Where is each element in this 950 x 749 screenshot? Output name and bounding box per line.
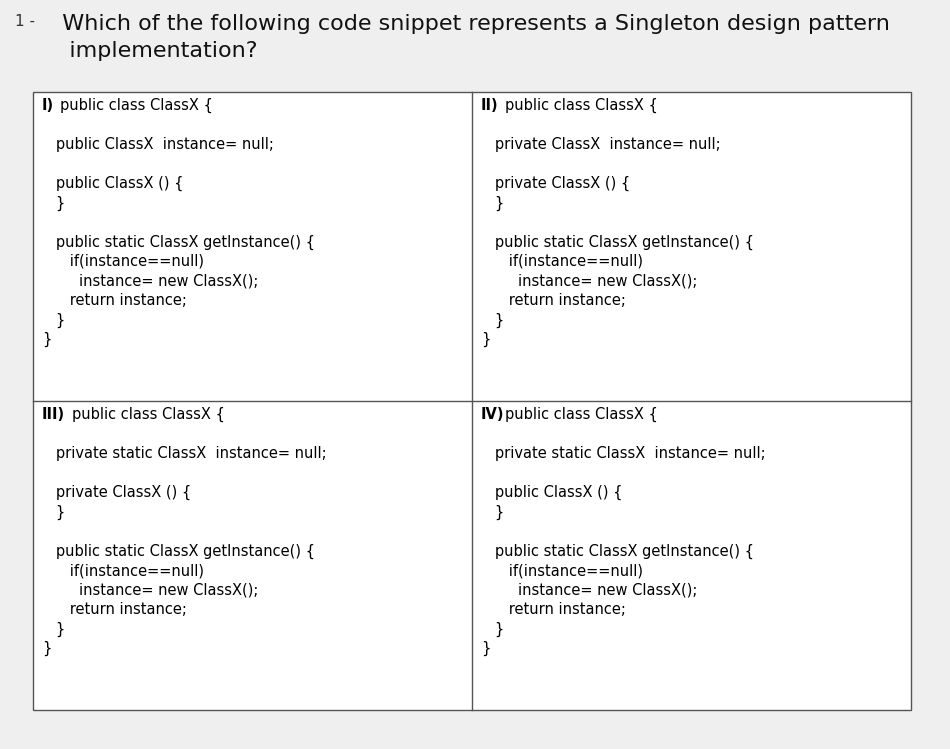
Text: Which of the following code snippet represents a Singleton design pattern
   imp: Which of the following code snippet repr…	[48, 14, 890, 61]
Text: }: }	[481, 622, 504, 637]
Text: public static ClassX getInstance() {: public static ClassX getInstance() {	[481, 544, 754, 559]
Text: II): II)	[481, 98, 499, 113]
Text: I): I)	[42, 98, 54, 113]
Text: }: }	[42, 622, 66, 637]
Text: instance= new ClassX();: instance= new ClassX();	[42, 583, 258, 598]
Text: public ClassX () {: public ClassX () {	[42, 176, 183, 191]
Text: }: }	[42, 195, 66, 210]
Text: public static ClassX getInstance() {: public static ClassX getInstance() {	[42, 234, 315, 249]
Text: public ClassX () {: public ClassX () {	[481, 485, 622, 500]
Text: }: }	[481, 332, 490, 348]
Text: if(instance==null): if(instance==null)	[481, 563, 643, 578]
Text: III): III)	[42, 407, 66, 422]
Text: return instance;: return instance;	[481, 293, 626, 308]
Text: public ClassX  instance= null;: public ClassX instance= null;	[42, 137, 274, 152]
Text: }: }	[481, 195, 504, 210]
Text: public static ClassX getInstance() {: public static ClassX getInstance() {	[42, 544, 315, 559]
Text: private ClassX () {: private ClassX () {	[481, 176, 630, 191]
Text: return instance;: return instance;	[42, 602, 187, 617]
Text: 1 -: 1 -	[15, 14, 35, 29]
Text: public class ClassX {: public class ClassX {	[60, 98, 213, 113]
Text: if(instance==null): if(instance==null)	[481, 254, 643, 269]
Text: }: }	[42, 312, 66, 328]
Text: if(instance==null): if(instance==null)	[42, 563, 204, 578]
Text: instance= new ClassX();: instance= new ClassX();	[481, 273, 697, 288]
Text: return instance;: return instance;	[42, 293, 187, 308]
Text: }: }	[42, 332, 51, 348]
Text: public class ClassX {: public class ClassX {	[505, 98, 657, 113]
Text: public static ClassX getInstance() {: public static ClassX getInstance() {	[481, 234, 754, 249]
Text: }: }	[42, 641, 51, 656]
Text: public class ClassX {: public class ClassX {	[505, 407, 657, 422]
Text: if(instance==null): if(instance==null)	[42, 254, 204, 269]
Text: }: }	[481, 505, 504, 520]
Text: }: }	[481, 641, 490, 656]
Text: public class ClassX {: public class ClassX {	[72, 407, 225, 422]
Text: private static ClassX  instance= null;: private static ClassX instance= null;	[42, 446, 327, 461]
Text: private ClassX () {: private ClassX () {	[42, 485, 191, 500]
Text: private ClassX  instance= null;: private ClassX instance= null;	[481, 137, 721, 152]
Text: }: }	[42, 505, 66, 520]
Text: }: }	[481, 312, 504, 328]
Text: private static ClassX  instance= null;: private static ClassX instance= null;	[481, 446, 766, 461]
Bar	[33, 92, 911, 710]
Text: IV): IV)	[481, 407, 504, 422]
Text: instance= new ClassX();: instance= new ClassX();	[42, 273, 258, 288]
Text: instance= new ClassX();: instance= new ClassX();	[481, 583, 697, 598]
Text: return instance;: return instance;	[481, 602, 626, 617]
